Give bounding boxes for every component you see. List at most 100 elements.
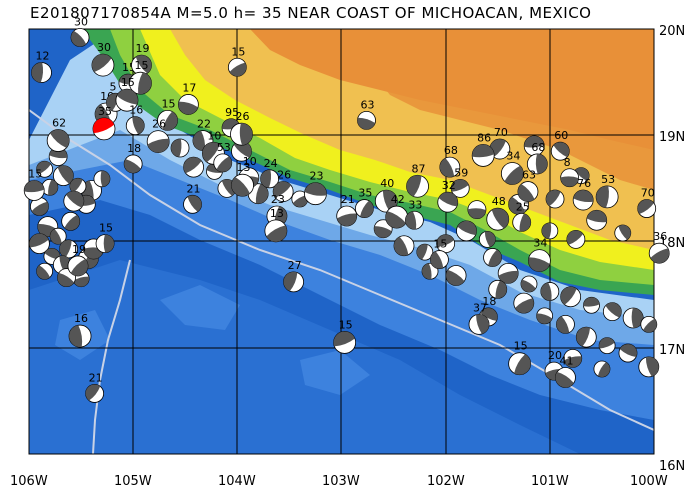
- seamount-patch-1: [160, 285, 240, 330]
- event-depth-label: 63: [522, 169, 536, 182]
- lon-tick-label: 106W: [10, 474, 48, 489]
- abyssal-plain: [29, 260, 580, 454]
- event-depth-label: 13: [237, 161, 251, 174]
- event-mechanism: [550, 141, 570, 161]
- event-depth-label: 12: [36, 50, 50, 63]
- cluster-mechanism: [583, 296, 600, 314]
- cluster-mechanism: [63, 190, 85, 212]
- event-mechanism: [439, 156, 461, 178]
- event-mechanism: [177, 94, 199, 115]
- event-mechanism: [512, 212, 532, 232]
- event-mechanism: [560, 168, 580, 188]
- event-depth-label: 62: [52, 117, 66, 130]
- cluster-mechanism: [593, 360, 611, 378]
- event-depth-label: 19: [72, 243, 86, 256]
- event-depth-label: 87: [412, 162, 426, 175]
- cluster-mechanism: [69, 177, 87, 195]
- cluster-mechanism: [566, 229, 586, 249]
- lon-tick-label: 105W: [114, 474, 152, 489]
- lon-tick-label: 102W: [427, 474, 465, 489]
- trench-line-south: [92, 259, 131, 454]
- cluster-mechanism: [638, 356, 660, 378]
- event-depth-label: 30: [97, 41, 111, 54]
- event-mechanism: [31, 62, 52, 83]
- event-mechanism: [46, 129, 70, 152]
- event-mechanism: [304, 182, 327, 206]
- cluster-mechanism: [640, 315, 658, 333]
- event-mechanism: [230, 122, 253, 146]
- event-mechanism: [430, 250, 449, 269]
- event-depth-label: 60: [554, 129, 568, 142]
- event-depth-label: 17: [182, 81, 196, 94]
- cluster-mechanism: [513, 292, 535, 314]
- cluster-mechanism: [602, 302, 622, 322]
- event-depth-label: 35: [358, 187, 372, 200]
- event-depth-label: 36: [653, 230, 667, 243]
- event-depth-label: 15: [162, 97, 176, 110]
- event-depth-label: 5: [109, 80, 116, 93]
- lon-tick-label: 103W: [322, 474, 360, 489]
- event-mechanism: [333, 331, 357, 354]
- seamount-patch-2: [300, 350, 370, 395]
- cluster-mechanism: [523, 135, 545, 157]
- event-mechanism: [357, 110, 376, 130]
- cluster-mechanism: [183, 156, 204, 178]
- cluster-mechanism: [540, 282, 560, 301]
- cluster-mechanism: [488, 279, 508, 299]
- event-mechanism: [115, 88, 139, 112]
- event-depth-label: 15: [231, 45, 245, 58]
- cluster-mechanism: [445, 265, 467, 286]
- event-depth-label: 95: [225, 106, 239, 119]
- event-mechanism: [555, 367, 576, 388]
- shallow-shelf: [29, 40, 654, 318]
- cluster-mechanism: [456, 220, 477, 242]
- event-depth-label: 21: [187, 182, 201, 195]
- cluster-mechanism: [29, 233, 50, 255]
- lon-tick-labels: 106W 105W 104W 103W 102W 101W 100W: [10, 474, 668, 489]
- event-mechanism: [486, 207, 510, 231]
- event-depth-label: 21: [89, 371, 103, 384]
- cluster-mechanism: [520, 275, 538, 293]
- event-depth-label: 27: [288, 259, 302, 272]
- event-depth-label: 15: [339, 318, 353, 331]
- lat-tick-label: 20N: [659, 24, 685, 39]
- event-mechanism: [260, 169, 280, 189]
- event-mechanism: [355, 199, 374, 218]
- event-depth-label: 68: [531, 141, 545, 154]
- event-mechanism: [528, 249, 551, 273]
- event-mechanism: [283, 271, 304, 293]
- cluster-mechanism: [586, 209, 608, 231]
- event-depth-label: 15: [121, 76, 135, 89]
- event-depth-label: 19: [136, 42, 150, 55]
- event-mechanism: [336, 205, 358, 227]
- cluster-mechanism: [622, 307, 644, 329]
- cluster-mechanism: [614, 224, 632, 242]
- event-depth-label: 24: [264, 157, 278, 170]
- event-depth-label: 21: [341, 193, 355, 206]
- cluster-mechanism: [49, 227, 67, 245]
- cluster-mechanism: [497, 262, 519, 284]
- cluster-mechanism: [575, 326, 597, 348]
- lat-tick-label: 19N: [659, 130, 685, 145]
- cluster-mechanism: [483, 248, 502, 267]
- event-mechanism: [385, 205, 409, 229]
- event-mechanism: [123, 154, 143, 174]
- event-mechanism: [85, 384, 105, 403]
- event-mechanism: [405, 210, 424, 230]
- cluster-mechanism: [93, 170, 111, 188]
- event-depth-label: 32: [442, 179, 456, 192]
- event-depth-label: 53: [217, 141, 231, 154]
- cluster-mechanism: [373, 219, 393, 239]
- event-depth-label: 41: [559, 355, 573, 368]
- event-depth-label: 22: [197, 118, 211, 131]
- cluster-mechanism: [36, 160, 54, 178]
- event-mechanism: [129, 71, 152, 95]
- event-depth-label: 76: [577, 177, 591, 190]
- event-depth-label: 26: [277, 169, 291, 182]
- event-depth-label: 20: [548, 349, 562, 362]
- cluster-mechanism: [170, 138, 190, 158]
- event-mechanism: [468, 313, 490, 335]
- event-depth-label: 48: [492, 195, 506, 208]
- event-depth-label: 86: [477, 131, 491, 144]
- event-depth-label: 25: [516, 200, 530, 213]
